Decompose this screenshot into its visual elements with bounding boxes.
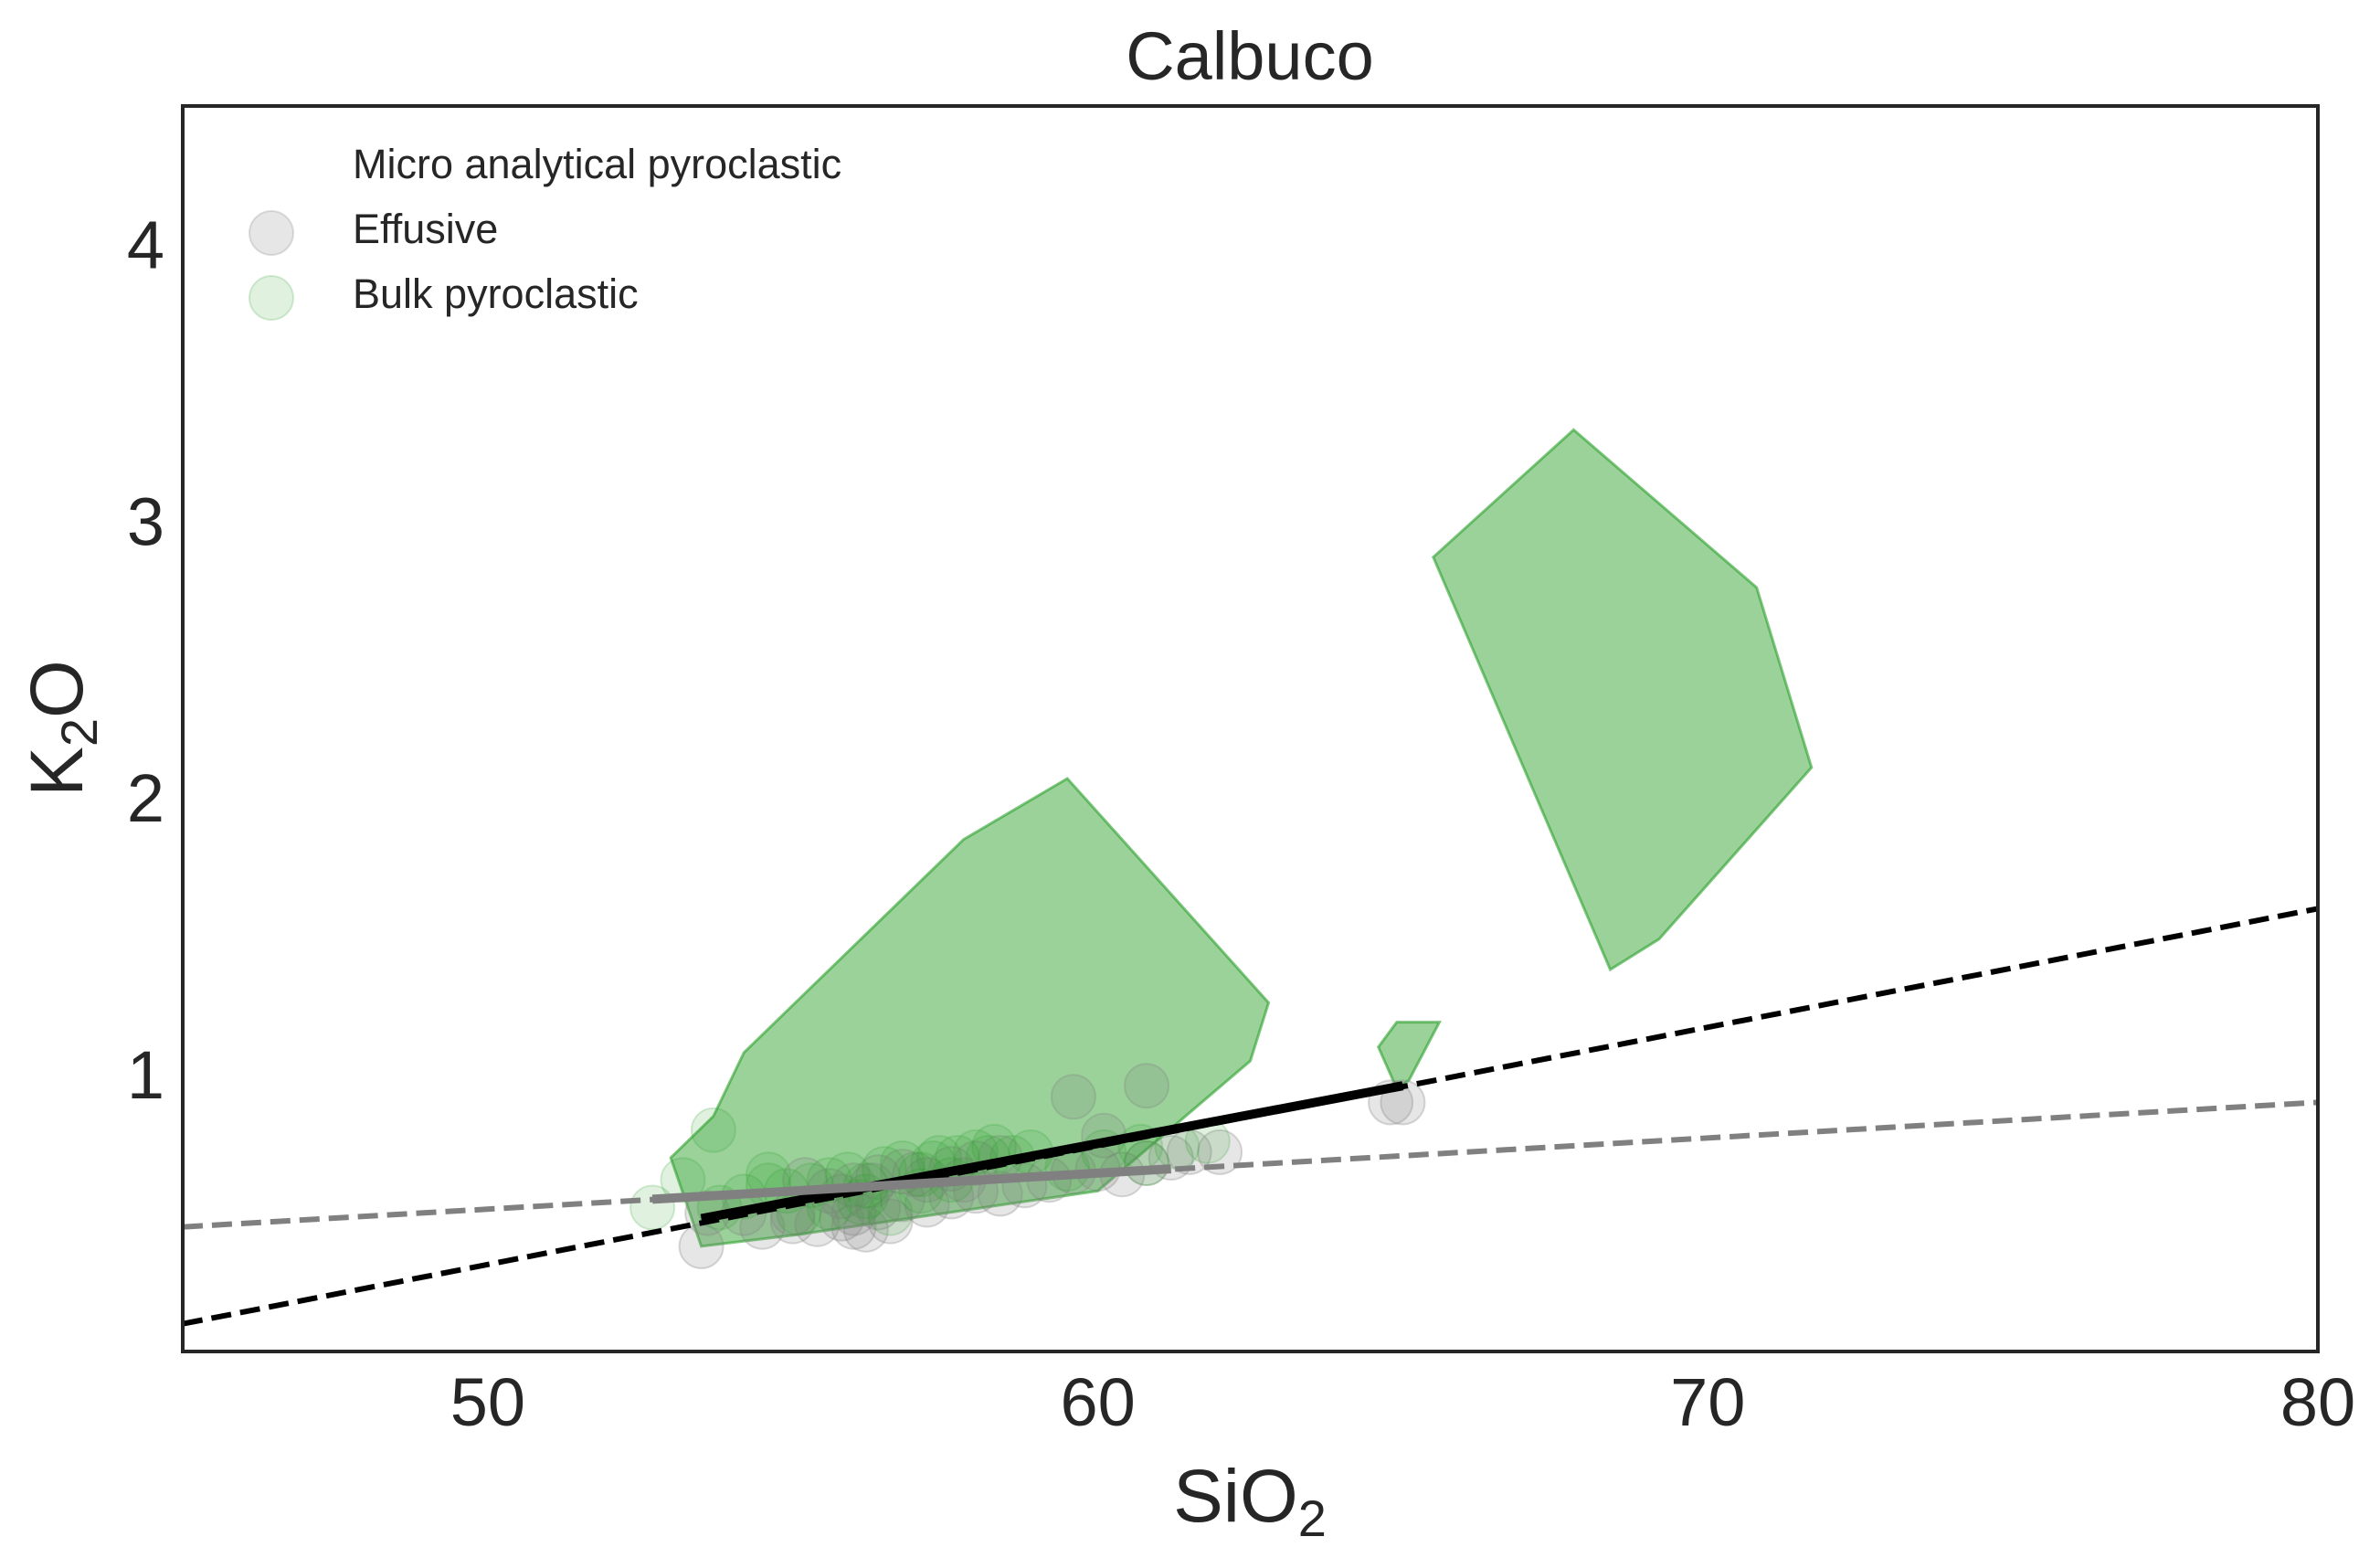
y-axis-label: K2O xyxy=(16,660,108,797)
gray-dashed-trend xyxy=(183,1099,2318,1230)
effusive-point xyxy=(1124,1063,1169,1109)
effusive-point xyxy=(1050,1074,1096,1120)
x-axis-label-base: SiO xyxy=(1173,1455,1298,1538)
y-tick-label: 2 xyxy=(127,760,164,836)
legend-label-bulk: Bulk pyroclastic xyxy=(353,270,639,317)
legend-marker-effusive xyxy=(249,210,294,256)
y-axis-label-subscript: 2 xyxy=(50,718,108,747)
x-tick-labels: 50 60 70 80 xyxy=(450,1364,2355,1440)
legend-label-micro-analytical: Micro analytical pyroclastic xyxy=(353,141,841,187)
x-tick-label: 70 xyxy=(1670,1364,1745,1440)
bulk-point xyxy=(690,1107,736,1153)
x-axis-label: SiO2 xyxy=(1173,1455,1327,1547)
effusive-point xyxy=(842,1206,889,1253)
black-solid-trend xyxy=(700,1081,1404,1224)
legend: Micro analytical pyroclastic Effusive Bu… xyxy=(249,141,841,321)
y-tick-label: 1 xyxy=(127,1037,164,1113)
x-tick-label: 60 xyxy=(1060,1364,1135,1440)
chart-title: Calbuco xyxy=(1126,18,1374,94)
micro-analytical-region-1 xyxy=(669,777,1271,1248)
x-tick-label: 50 xyxy=(450,1364,525,1440)
plot-area xyxy=(183,428,2318,1327)
effusive-point xyxy=(1197,1129,1243,1175)
gray-solid-trend xyxy=(651,1164,1171,1204)
effusive-point xyxy=(867,1198,914,1245)
regions-layer xyxy=(669,428,1814,1248)
bulk-point xyxy=(867,1190,914,1236)
x-tick-label: 80 xyxy=(2280,1364,2355,1440)
y-tick-label: 4 xyxy=(127,207,164,282)
legend-label-effusive: Effusive xyxy=(353,206,498,252)
legend-marker-bulk xyxy=(249,275,294,321)
x-axis-label-subscript: 2 xyxy=(1298,1489,1327,1547)
bulk-point xyxy=(1124,1140,1169,1186)
plot-frame xyxy=(181,104,2320,1353)
y-tick-labels: 1 2 3 4 xyxy=(127,207,164,1113)
trend-lines xyxy=(183,906,2318,1327)
micro-analytical-region-3 xyxy=(1431,428,1814,972)
y-axis-label-base: K xyxy=(16,747,99,797)
y-axis-label-rest: O xyxy=(16,660,99,718)
micro-analytical-region-2 xyxy=(1376,1021,1442,1091)
y-tick-label: 3 xyxy=(127,483,164,559)
effusive-point xyxy=(830,1203,877,1250)
